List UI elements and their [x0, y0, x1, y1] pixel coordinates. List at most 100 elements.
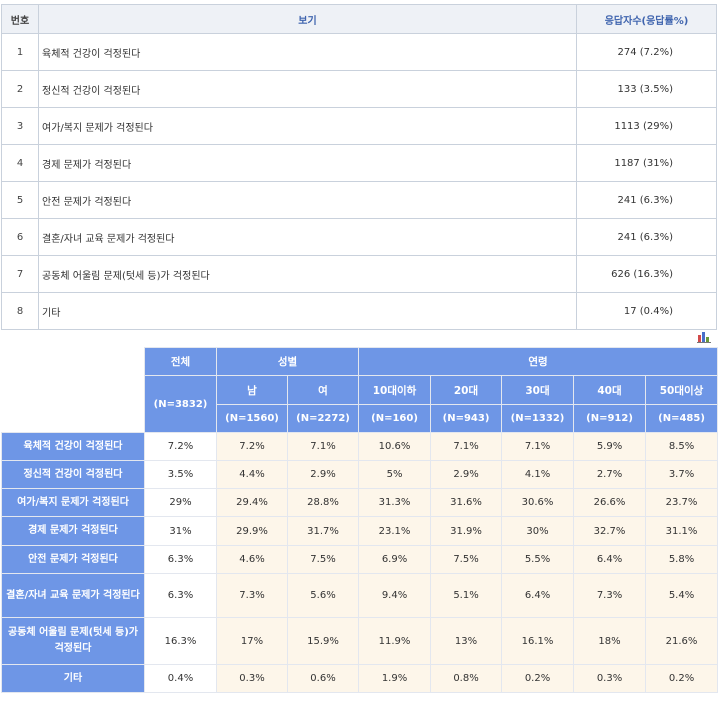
cell-value: 5.1%: [430, 573, 503, 618]
cell-value: 0.6%: [286, 664, 360, 693]
row-label: 정신적 건강이 걱정된다: [1, 460, 145, 489]
bar-chart-icon[interactable]: [697, 331, 711, 343]
cell-value: 0.3%: [573, 664, 647, 693]
cell-value: 6.9%: [358, 545, 432, 574]
column-n: (N=943): [430, 404, 503, 433]
total-value: 6.3%: [144, 545, 217, 574]
total-value: 29%: [144, 488, 217, 517]
row-option: 육체적 건강이 걱정된다: [38, 33, 577, 71]
response-row: 7 공동체 어울림 문제(텃세 등)가 걱정된다 626 (16.3%): [1, 255, 717, 293]
row-count: 17 (0.4%): [576, 292, 717, 330]
crosstab-row: 결혼/자녀 교육 문제가 걱정된다 6.3% 7.3% 5.6% 9.4% 5.1% 6.4…: [1, 573, 719, 618]
row-option: 정신적 건강이 걱정된다: [38, 70, 577, 108]
crosstab-row: 기타 0.4% 0.3% 0.6% 1.9% 0.8% 0.2% 0.3% 0.2%: [1, 664, 719, 693]
row-label: 경제 문제가 걱정된다: [1, 516, 145, 546]
cell-value: 10.6%: [358, 432, 432, 461]
row-count: 241 (6.3%): [576, 218, 717, 256]
cell-value: 5.6%: [286, 573, 360, 618]
crosstab-header: 전체 성별 연령 (N=3832) 남 여 10대이하 20대 30대 40대 50대이상 …: [1, 347, 719, 433]
cell-value: 13%: [430, 617, 503, 665]
response-table-header: 번호 보기 응답자수(응답률%): [1, 4, 717, 34]
cell-value: 11.9%: [358, 617, 432, 665]
cell-value: 8.5%: [645, 432, 719, 461]
column-label: 여: [286, 375, 360, 405]
cell-value: 32.7%: [573, 516, 647, 546]
column-n: (N=485): [645, 404, 719, 433]
cell-value: 7.2%: [216, 432, 288, 461]
cell-value: 4.4%: [216, 460, 288, 489]
cell-value: 9.4%: [358, 573, 432, 618]
cell-value: 30%: [501, 516, 575, 546]
row-number: 6: [1, 218, 39, 256]
response-row: 6 결혼/자녀 교육 문제가 걱정된다 241 (6.3%): [1, 218, 717, 256]
crosstab-row: 정신적 건강이 걱정된다 3.5% 4.4% 2.9% 5% 2.9% 4.1% 2.7% 3.…: [1, 460, 719, 489]
cell-value: 3.7%: [645, 460, 719, 489]
crosstab-table: 전체 성별 연령 (N=3832) 남 여 10대이하 20대 30대 40대 50대이상 …: [1, 347, 719, 693]
row-number: 8: [1, 292, 39, 330]
row-count: 133 (3.5%): [576, 70, 717, 108]
cell-value: 0.2%: [501, 664, 575, 693]
row-option: 여가/복지 문제가 걱정된다: [38, 107, 577, 145]
response-table: 번호 보기 응답자수(응답률%) 1 육체적 건강이 걱정된다 274 (7.2%)…: [1, 4, 717, 330]
row-number: 4: [1, 144, 39, 182]
cell-value: 5.5%: [501, 545, 575, 574]
cell-value: 23.7%: [645, 488, 719, 517]
row-option: 공동체 어울림 문제(텃세 등)가 걱정된다: [38, 255, 577, 293]
column-label: 40대: [573, 375, 647, 405]
cell-value: 5.8%: [645, 545, 719, 574]
cell-value: 7.5%: [430, 545, 503, 574]
cell-value: 29.9%: [216, 516, 288, 546]
cell-value: 2.9%: [286, 460, 360, 489]
cell-value: 31.6%: [430, 488, 503, 517]
response-row: 5 안전 문제가 걱정된다 241 (6.3%): [1, 181, 717, 219]
row-count: 274 (7.2%): [576, 33, 717, 71]
row-count: 241 (6.3%): [576, 181, 717, 219]
row-label: 기타: [1, 664, 145, 693]
cell-value: 4.6%: [216, 545, 288, 574]
column-n: (N=160): [358, 404, 432, 433]
cell-value: 0.3%: [216, 664, 288, 693]
row-label: 안전 문제가 걱정된다: [1, 545, 145, 574]
cell-value: 0.2%: [645, 664, 719, 693]
cell-value: 29.4%: [216, 488, 288, 517]
column-n: (N=1332): [501, 404, 575, 433]
column-label: 20대: [430, 375, 503, 405]
row-option: 결혼/자녀 교육 문제가 걱정된다: [38, 218, 577, 256]
response-table-body: 1 육체적 건강이 걱정된다 274 (7.2%) 2 정신적 건강이 걱정된다 133 …: [1, 33, 717, 330]
response-row: 8 기타 17 (0.4%): [1, 292, 717, 330]
row-count: 626 (16.3%): [576, 255, 717, 293]
cell-value: 31.1%: [645, 516, 719, 546]
column-n: (N=2272): [286, 404, 360, 433]
cell-value: 30.6%: [501, 488, 575, 517]
cell-value: 7.3%: [573, 573, 647, 618]
row-number: 5: [1, 181, 39, 219]
cell-value: 5%: [358, 460, 432, 489]
crosstab-row: 여가/복지 문제가 걱정된다 29% 29.4% 28.8% 31.3% 31.6% 30.…: [1, 488, 719, 517]
total-value: 6.3%: [144, 573, 217, 618]
cell-value: 4.1%: [501, 460, 575, 489]
crosstab-row: 공동체 어울림 문제(텃세 등)가 걱정된다 16.3% 17% 15.9% 11.9%…: [1, 617, 719, 665]
row-label: 공동체 어울림 문제(텃세 등)가 걱정된다: [1, 617, 145, 665]
crosstab-row: 경제 문제가 걱정된다 31% 29.9% 31.7% 23.1% 31.9% 30% 32.…: [1, 516, 719, 546]
total-value: 16.3%: [144, 617, 217, 665]
column-label: 10대이하: [358, 375, 432, 405]
cell-value: 21.6%: [645, 617, 719, 665]
cell-value: 5.4%: [645, 573, 719, 618]
column-label: 30대: [501, 375, 575, 405]
response-row: 2 정신적 건강이 걱정된다 133 (3.5%): [1, 70, 717, 108]
row-number: 2: [1, 70, 39, 108]
row-label: 여가/복지 문제가 걱정된다: [1, 488, 145, 517]
crosstab-row: 육체적 건강이 걱정된다 7.2% 7.2% 7.1% 10.6% 7.1% 7.1% 5.9…: [1, 432, 719, 461]
response-row: 3 여가/복지 문제가 걱정된다 1113 (29%): [1, 107, 717, 145]
row-option: 경제 문제가 걱정된다: [38, 144, 577, 182]
group-total: 전체: [144, 347, 217, 376]
cell-value: 18%: [573, 617, 647, 665]
response-row: 4 경제 문제가 걱정된다 1187 (31%): [1, 144, 717, 182]
column-n: (N=1560): [216, 404, 288, 433]
cell-value: 1.9%: [358, 664, 432, 693]
total-value: 3.5%: [144, 460, 217, 489]
column-label: 남: [216, 375, 288, 405]
cell-value: 16.1%: [501, 617, 575, 665]
row-label: 육체적 건강이 걱정된다: [1, 432, 145, 461]
column-label: 50대이상: [645, 375, 719, 405]
